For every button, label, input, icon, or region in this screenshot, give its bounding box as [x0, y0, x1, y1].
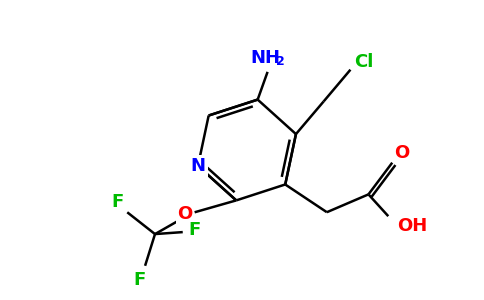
- Text: O: O: [394, 144, 410, 162]
- Text: Cl: Cl: [355, 53, 374, 71]
- Text: O: O: [177, 205, 192, 223]
- Text: F: F: [133, 271, 145, 289]
- Text: F: F: [111, 194, 123, 211]
- Text: N: N: [191, 157, 205, 175]
- Text: 2: 2: [276, 56, 285, 68]
- Text: NH: NH: [251, 49, 281, 67]
- Text: F: F: [188, 221, 201, 239]
- Text: OH: OH: [397, 217, 427, 235]
